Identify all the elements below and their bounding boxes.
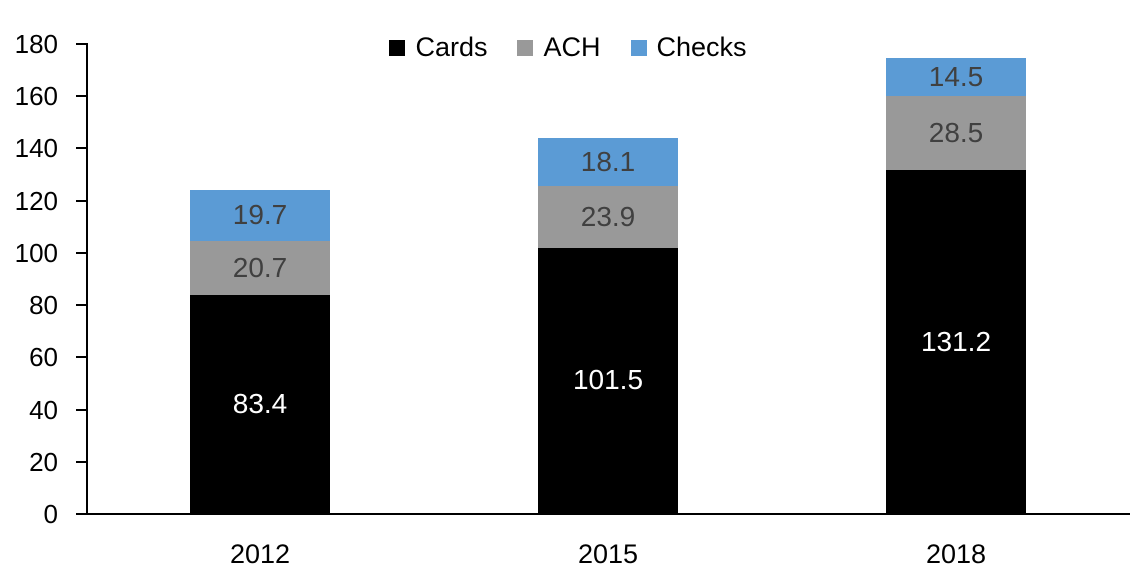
y-axis-tick bbox=[76, 513, 86, 515]
bar-segment-checks: 14.5 bbox=[886, 58, 1026, 97]
y-axis-tick bbox=[76, 251, 86, 254]
bar-2018: 131.2 28.5 14.5 bbox=[886, 58, 1026, 513]
bar-segment-cards: 131.2 bbox=[886, 170, 1026, 513]
legend-swatch-icon bbox=[389, 39, 406, 56]
y-axis-tick-label: 80 bbox=[29, 290, 58, 321]
y-axis-tick bbox=[76, 408, 86, 411]
data-label: 18.1 bbox=[580, 145, 636, 177]
bar-segment-ach: 28.5 bbox=[886, 96, 1026, 171]
y-axis-tick-label: 140 bbox=[14, 133, 58, 164]
bar-segment-ach: 23.9 bbox=[538, 185, 678, 248]
y-axis-tick-label: 20 bbox=[29, 446, 58, 477]
legend-item-ach: ACH bbox=[517, 32, 601, 62]
legend-label: Checks bbox=[656, 32, 747, 62]
bar-segment-ach: 20.7 bbox=[190, 241, 330, 296]
y-axis-tick-label: 180 bbox=[14, 29, 58, 59]
x-axis-category-label: 2018 bbox=[925, 539, 987, 569]
y-axis-tick bbox=[76, 356, 86, 359]
legend-swatch-icon bbox=[630, 39, 647, 56]
chart-legend: Cards ACH Checks bbox=[0, 34, 1136, 61]
y-axis-tick bbox=[76, 304, 86, 307]
legend-item-checks: Checks bbox=[630, 32, 747, 62]
y-axis-tick bbox=[76, 199, 86, 202]
bar-2015: 101.5 23.9 18.1 bbox=[538, 138, 678, 513]
y-axis-tick-label: 60 bbox=[29, 342, 58, 373]
bar-2012: 83.4 20.7 19.7 bbox=[190, 189, 330, 513]
legend-item-cards: Cards bbox=[389, 34, 487, 61]
y-axis-tick-label: 100 bbox=[14, 237, 58, 268]
y-axis-tick bbox=[76, 43, 86, 45]
x-axis-category-label: 2012 bbox=[229, 539, 291, 569]
legend-label: ACH bbox=[543, 32, 601, 62]
y-axis-tick-label: 120 bbox=[14, 185, 58, 216]
data-label: 131.2 bbox=[920, 325, 992, 357]
legend-swatch-icon bbox=[517, 39, 534, 56]
y-axis-line bbox=[86, 43, 88, 515]
data-label: 28.5 bbox=[928, 117, 984, 149]
x-axis-category-label: 2015 bbox=[577, 539, 639, 569]
data-label: 20.7 bbox=[232, 252, 288, 284]
data-label: 83.4 bbox=[232, 388, 288, 420]
y-axis-tick-label: 160 bbox=[14, 81, 58, 112]
data-label: 14.5 bbox=[928, 61, 984, 93]
y-axis-tick-label: 40 bbox=[29, 394, 58, 425]
y-axis-tick bbox=[76, 147, 86, 150]
bar-segment-checks: 18.1 bbox=[538, 138, 678, 186]
bar-segment-cards: 83.4 bbox=[190, 295, 330, 513]
legend-label: Cards bbox=[415, 32, 488, 62]
bar-segment-cards: 101.5 bbox=[538, 247, 678, 513]
y-axis-tick bbox=[76, 460, 86, 463]
data-label: 19.7 bbox=[232, 199, 288, 231]
data-label: 23.9 bbox=[580, 200, 636, 232]
y-axis-tick bbox=[76, 95, 86, 98]
bar-segment-checks: 19.7 bbox=[190, 189, 330, 242]
data-label: 101.5 bbox=[572, 364, 644, 396]
x-axis-line bbox=[86, 513, 1130, 515]
y-axis-tick-label: 0 bbox=[43, 499, 58, 529]
